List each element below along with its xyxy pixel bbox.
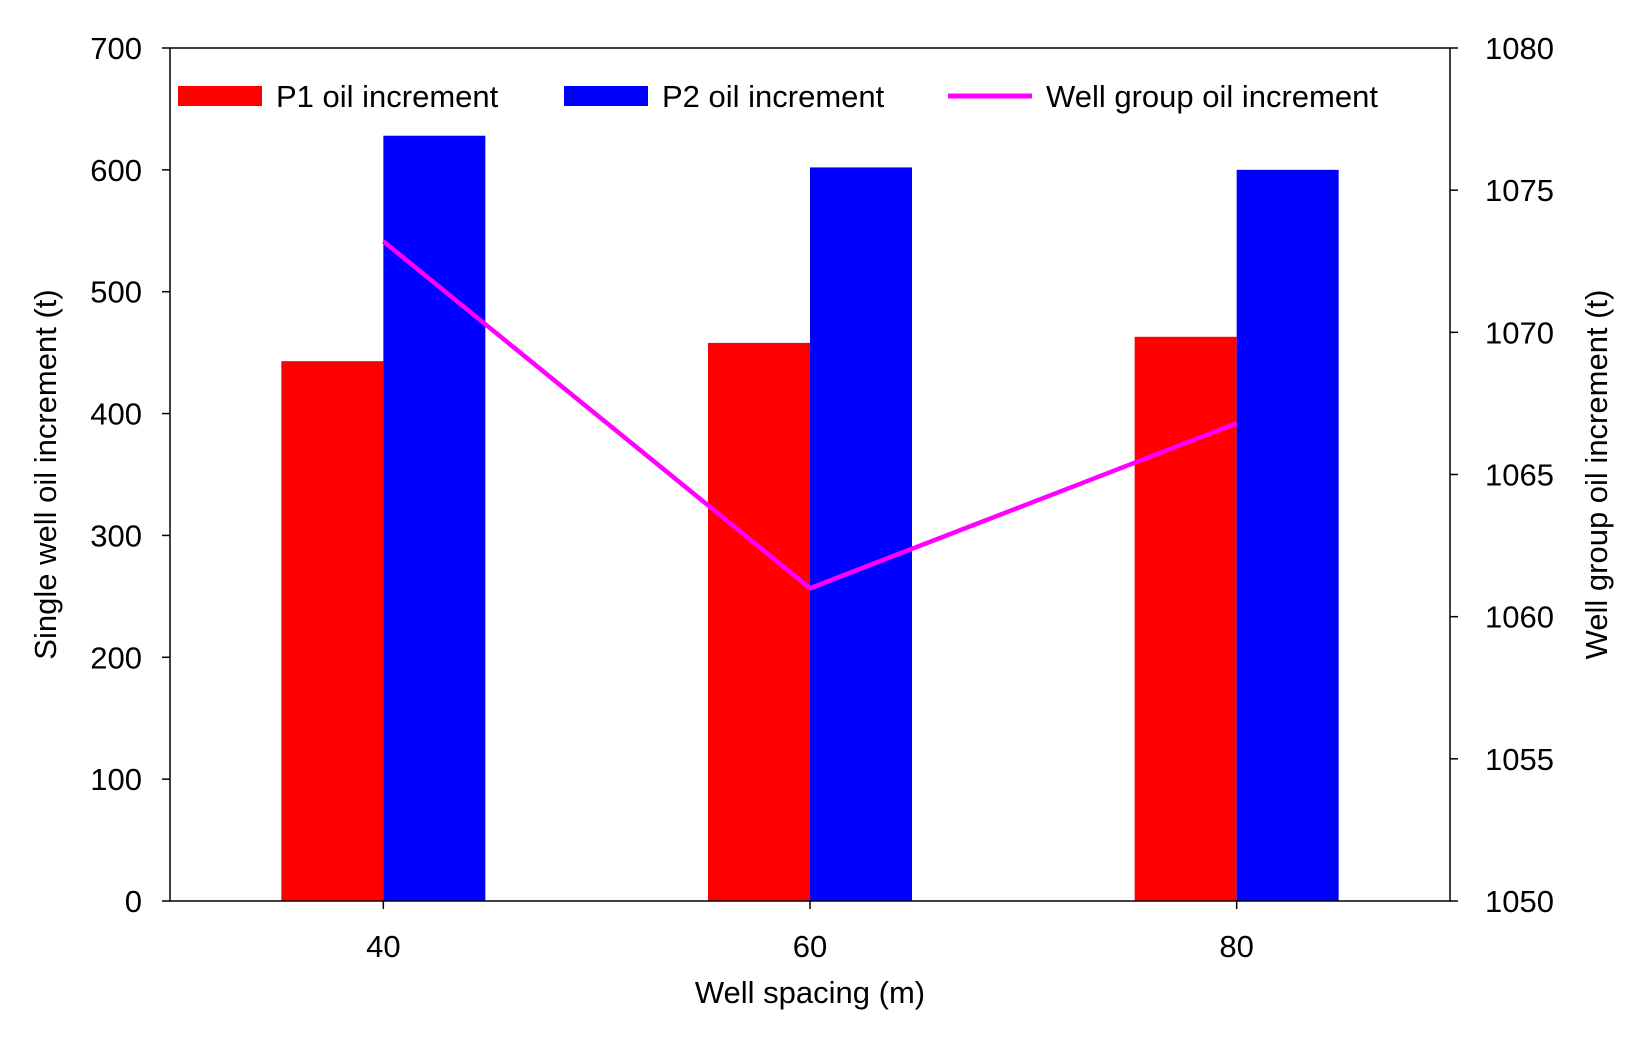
legend-label-p1-oil-increment: P1 oil increment <box>276 79 499 114</box>
y2-tick-label: 1075 <box>1485 173 1554 208</box>
y-tick-label: 200 <box>90 640 142 675</box>
y2-tick-label: 1055 <box>1485 742 1554 777</box>
x-axis-title: Well spacing (m) <box>695 975 925 1010</box>
y2-tick-label: 1060 <box>1485 600 1554 635</box>
y-axis-title: Single well oil increment (t) <box>28 289 63 659</box>
y-tick-label: 700 <box>90 31 142 66</box>
y2-tick-label: 1070 <box>1485 315 1554 350</box>
y-tick-label: 300 <box>90 518 142 553</box>
y-tick-label: 100 <box>90 762 142 797</box>
legend-label-well-group-oil-increment: Well group oil increment <box>1046 79 1378 114</box>
bar-p2-oil-increment-40 <box>383 135 486 902</box>
legend-label-p2-oil-increment: P2 oil increment <box>662 79 885 114</box>
bar-p2-oil-increment-80 <box>1236 169 1339 901</box>
y2-tick-label: 1050 <box>1485 884 1554 919</box>
y2-tick-label: 1065 <box>1485 458 1554 493</box>
legend-layer: P1 oil increment P2 oil increment Well gro… <box>178 79 1378 114</box>
y-tick-label: 600 <box>90 153 142 188</box>
y-tick-label: 400 <box>90 397 142 432</box>
y-tick-label: 500 <box>90 275 142 310</box>
legend-swatch-p1-oil-increment <box>178 86 262 106</box>
bar-p1-oil-increment-40 <box>281 361 384 901</box>
y-tick-label: 0 <box>125 884 142 919</box>
x-tick-label: 80 <box>1219 929 1253 964</box>
legend-swatch-p2-oil-increment <box>564 86 648 106</box>
plot-layer <box>281 135 1339 902</box>
bar-p2-oil-increment-60 <box>810 167 912 902</box>
line-well-group-oil-increment <box>381 239 1238 591</box>
y2-tick-label: 1080 <box>1485 31 1554 66</box>
axis-titles: Well spacing (m) Single well oil increme… <box>28 289 1614 1010</box>
axis-layer: 0 100 200 300 400 500 600 700 1050 1055 1060 1065 10… <box>90 31 1554 964</box>
bar-p1-oil-increment-60 <box>708 342 810 901</box>
x-tick-label: 40 <box>366 929 400 964</box>
bar-p1-oil-increment-80 <box>1134 336 1237 902</box>
x-tick-label: 60 <box>793 929 827 964</box>
y2-axis-title: Well group oil increment (t) <box>1579 290 1614 660</box>
